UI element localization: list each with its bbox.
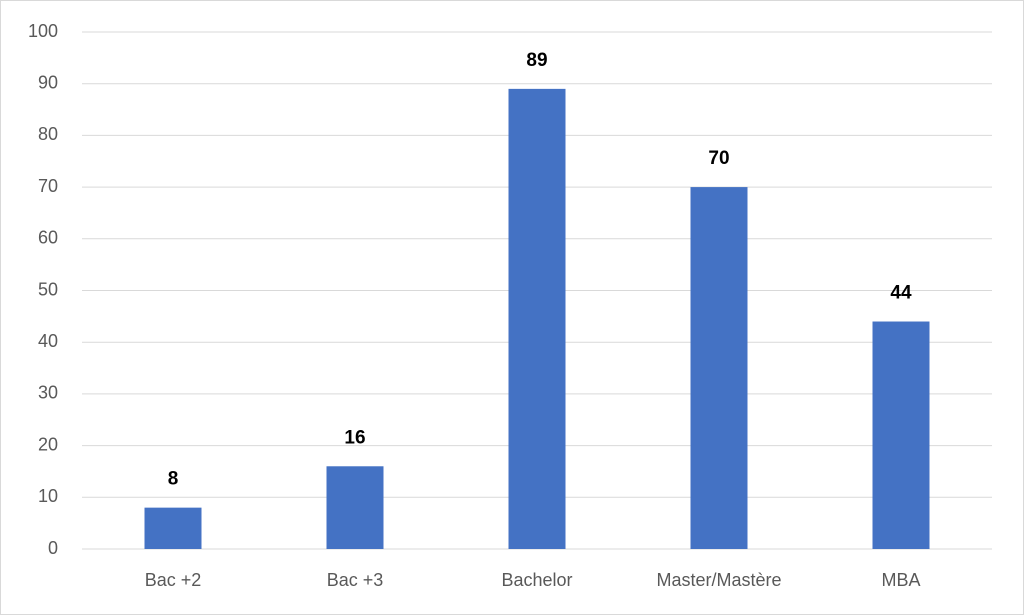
y-tick-label: 50 bbox=[38, 279, 58, 299]
bar bbox=[690, 187, 748, 549]
y-tick-label: 100 bbox=[28, 21, 58, 41]
y-tick-label: 20 bbox=[38, 434, 58, 454]
y-tick-label: 40 bbox=[38, 331, 58, 351]
value-label: 8 bbox=[168, 469, 179, 490]
x-tick-label: Bachelor bbox=[501, 570, 572, 590]
x-tick-label: Master/Mastère bbox=[656, 570, 781, 590]
value-label: 44 bbox=[890, 283, 912, 304]
y-tick-label: 10 bbox=[38, 486, 58, 506]
x-tick-label: MBA bbox=[881, 570, 920, 590]
y-tick-label: 60 bbox=[38, 228, 58, 248]
x-tick-label: Bac +3 bbox=[327, 570, 384, 590]
bar bbox=[508, 88, 566, 550]
y-tick-label: 70 bbox=[38, 176, 58, 196]
value-label: 70 bbox=[708, 148, 729, 169]
bar bbox=[326, 466, 384, 549]
y-tick-label: 30 bbox=[38, 383, 58, 403]
value-label: 89 bbox=[526, 50, 547, 71]
bar bbox=[872, 321, 930, 549]
value-label: 16 bbox=[344, 427, 365, 448]
y-tick-label: 80 bbox=[38, 124, 58, 144]
bar bbox=[144, 507, 202, 549]
x-tick-label: Bac +2 bbox=[145, 570, 202, 590]
y-tick-label: 90 bbox=[38, 72, 58, 92]
y-tick-label: 0 bbox=[48, 538, 58, 558]
